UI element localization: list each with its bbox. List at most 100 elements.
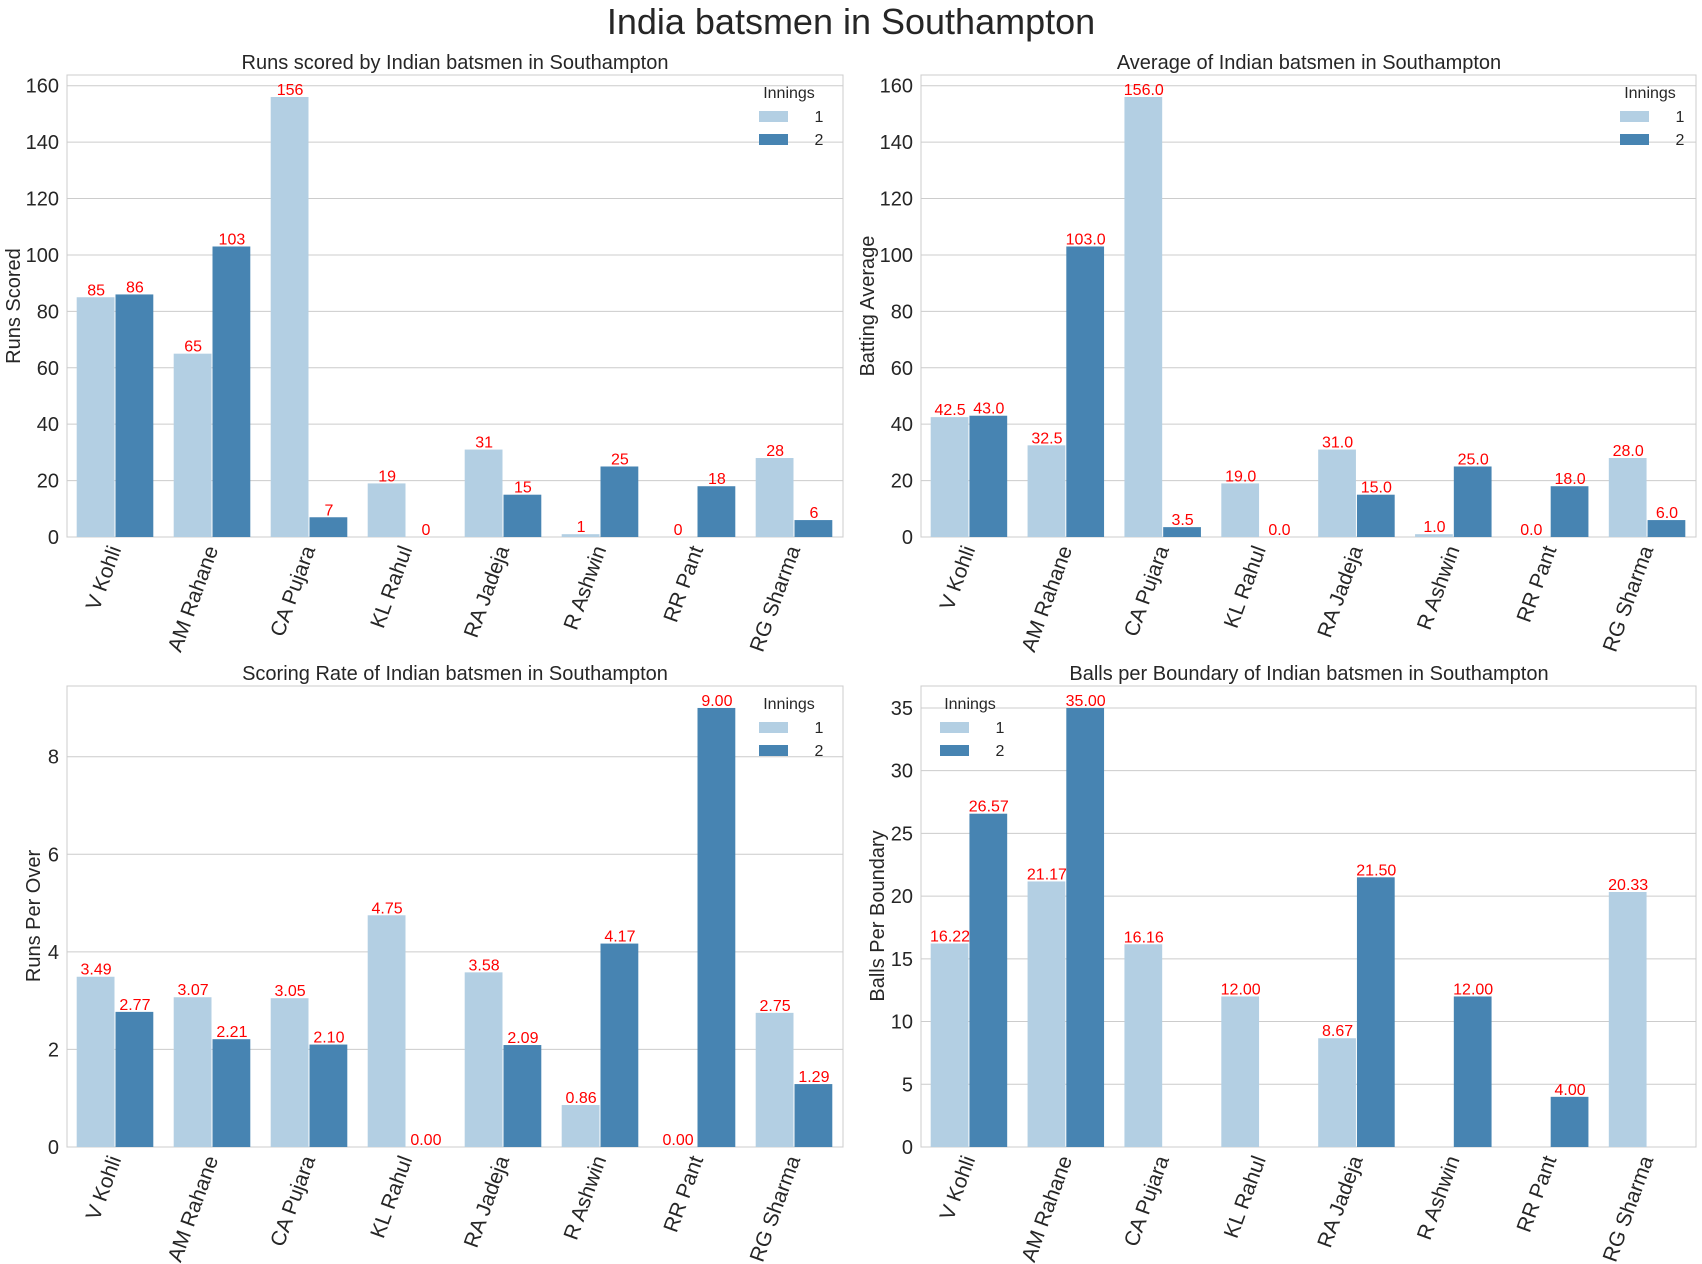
x-tick-label: RR Pant — [659, 1153, 708, 1236]
bar-innings-1 — [1415, 534, 1453, 537]
legend-swatch-2 — [1620, 134, 1649, 145]
bar-innings-1 — [367, 915, 406, 1147]
y-tick-label: 140 — [26, 132, 59, 154]
legend-label-1: 1 — [996, 720, 1005, 737]
bar-innings-2 — [115, 294, 154, 537]
average-chart: Average of Indian batsmen in Southampton… — [857, 52, 1697, 655]
x-tick-label: KL Rahul — [1220, 543, 1271, 631]
x-tick-label: RR Pant — [1513, 543, 1562, 626]
data-label: 86 — [126, 279, 144, 296]
y-tick-label: 10 — [891, 1012, 913, 1034]
bar-innings-1 — [1608, 891, 1647, 1147]
bar-innings-1 — [173, 997, 212, 1147]
y-axis-label: Balls Per Boundary — [867, 830, 889, 1001]
bar-innings-1 — [270, 998, 309, 1147]
data-label: 156.0 — [1124, 82, 1164, 99]
data-label: 2.10 — [313, 1030, 344, 1047]
data-label: 156 — [277, 82, 304, 99]
data-label: 3.5 — [1171, 512, 1193, 529]
data-label: 28 — [766, 443, 784, 460]
chart-title: Balls per Boundary of Indian batsmen in … — [1069, 663, 1548, 685]
data-label: 3.58 — [469, 957, 500, 974]
x-tick-label: AM Rahane — [164, 1153, 224, 1264]
bar-innings-1 — [561, 534, 600, 537]
y-axis-label: Runs Scored — [3, 248, 25, 364]
bar-innings-2 — [212, 246, 251, 537]
bar-innings-1 — [930, 943, 969, 1147]
x-tick-label: CA Pujara — [1120, 543, 1174, 640]
data-label: 6 — [809, 505, 818, 522]
x-tick-label: AM Rahane — [164, 543, 224, 655]
bar-innings-2 — [697, 486, 736, 537]
legend-label-1: 1 — [815, 109, 824, 126]
bar-innings-1 — [755, 458, 794, 537]
y-tick-label: 20 — [37, 471, 59, 493]
balls-per-boundary-chart: Balls per Boundary of Indian batsmen in … — [867, 663, 1697, 1264]
data-label: 3.49 — [81, 962, 112, 979]
x-tick-label: CA Pujara — [266, 1153, 320, 1250]
x-tick-label: RA Jadeja — [460, 1153, 514, 1251]
figure-title: India batsmen in Southampton — [606, 1, 1096, 42]
legend-label-1: 1 — [815, 720, 824, 737]
bar-innings-2 — [1356, 494, 1395, 537]
data-label: 21.50 — [1356, 862, 1396, 879]
x-tick-label: RG Sharma — [1599, 1153, 1659, 1264]
legend-swatch-2 — [759, 745, 788, 756]
bar-innings-2 — [115, 1011, 154, 1147]
data-label: 85 — [87, 282, 105, 299]
data-label: 18.0 — [1554, 471, 1585, 488]
bar-innings-2 — [1453, 996, 1492, 1147]
data-label: 2.75 — [760, 998, 791, 1015]
gridlines — [921, 85, 1696, 482]
legend-title: Innings — [1624, 85, 1676, 102]
data-label: 31 — [475, 435, 493, 452]
y-tick-label: 0 — [48, 527, 59, 549]
bars — [930, 707, 1647, 1147]
chart-title: Scoring Rate of Indian batsmen in Southa… — [242, 663, 668, 685]
bar-innings-1 — [1027, 445, 1066, 537]
data-label: 18 — [708, 471, 726, 488]
data-label: 0 — [421, 522, 430, 539]
data-label: 35.00 — [1066, 693, 1106, 710]
legend-swatch-2 — [940, 745, 969, 756]
data-label: 0.0 — [1268, 522, 1290, 539]
bar-innings-1 — [1124, 97, 1163, 537]
data-label: 4.17 — [604, 929, 635, 946]
data-label: 0.00 — [663, 1132, 694, 1149]
legend-label-2: 2 — [996, 743, 1005, 760]
bar-innings-2 — [969, 415, 1008, 537]
plot-frame — [920, 685, 1697, 1148]
legend-swatch-1 — [1620, 111, 1649, 122]
data-label: 26.57 — [969, 799, 1009, 816]
x-tick-label: RR Pant — [659, 543, 708, 626]
data-label: 20.33 — [1608, 877, 1648, 894]
bar-innings-2 — [503, 1045, 542, 1147]
legend-title: Innings — [944, 696, 996, 713]
bar-innings-2 — [309, 1044, 348, 1147]
data-label: 19 — [378, 468, 396, 485]
y-axis-label: Runs Per Over — [23, 850, 45, 983]
y-tick-label: 40 — [37, 414, 59, 436]
legend-swatch-1 — [759, 111, 788, 122]
data-label: 43.0 — [973, 401, 1004, 418]
x-tick-label: V Kohli — [82, 543, 126, 613]
y-tick-label: 100 — [880, 245, 913, 267]
y-tick-label: 160 — [880, 76, 913, 98]
data-label: 0.86 — [566, 1090, 597, 1107]
data-labels: 42.5 32.5 156.0 19.0 31.0 1.0 0.0 28.0 43.0 103.0… — [934, 82, 1678, 539]
legend: Innings 1 2 — [759, 85, 824, 149]
data-label: 12.00 — [1453, 981, 1493, 998]
bar-innings-1 — [1221, 996, 1260, 1147]
data-label: 4.00 — [1554, 1082, 1585, 1099]
data-labels: 16.22 21.17 16.16 12.00 8.67 20.33 26.57 35.00 2… — [930, 693, 1648, 1099]
data-label: 103 — [219, 231, 246, 248]
data-label: 21.17 — [1027, 866, 1067, 883]
x-tick-label: KL Rahul — [366, 543, 417, 631]
bar-innings-2 — [1356, 877, 1395, 1147]
bars — [76, 97, 833, 537]
y-tick-label: 8 — [48, 747, 59, 769]
x-tick-label: RG Sharma — [1599, 543, 1659, 655]
x-tick-label: RR Pant — [1513, 1153, 1562, 1236]
data-label: 0.00 — [410, 1132, 441, 1149]
